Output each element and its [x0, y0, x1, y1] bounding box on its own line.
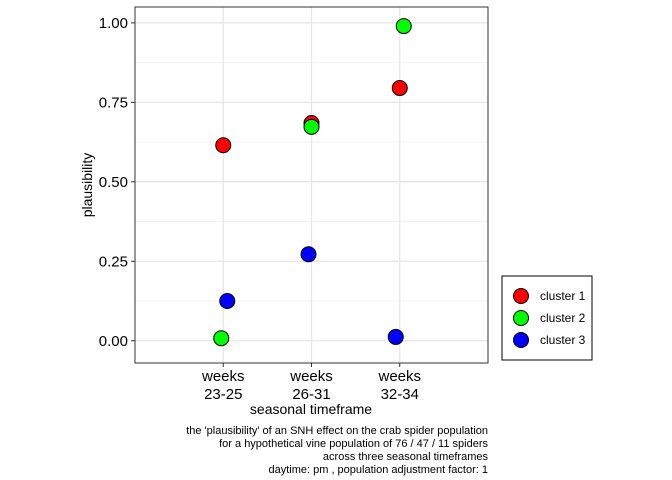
data-point — [219, 293, 236, 310]
legend-key — [513, 310, 529, 326]
legend-key — [513, 332, 529, 348]
caption-line: across three seasonal timeframes — [323, 451, 489, 463]
data-point — [300, 246, 317, 263]
legend-key — [513, 288, 529, 304]
caption-line: the 'plausibility' of an SNH effect on t… — [186, 425, 488, 437]
legend-label: cluster 1 — [540, 289, 586, 303]
x-tick-label: 32-34 — [381, 386, 419, 403]
data-point — [213, 330, 230, 347]
x-tick-label: weeks — [377, 368, 421, 385]
legend-label: cluster 2 — [540, 311, 586, 325]
y-axis: 0.00 0.25 0.50 0.75 1.00 — [99, 15, 135, 350]
x-tick-label: weeks — [289, 368, 333, 385]
data-point — [303, 118, 320, 135]
y-tick-label: 0.00 — [99, 333, 128, 350]
y-tick-label: 0.75 — [99, 94, 128, 111]
x-tick-label: 26-31 — [292, 386, 330, 403]
y-axis-title: plausibility — [79, 153, 95, 218]
x-axis-title: seasonal timeframe — [250, 401, 372, 417]
data-point — [215, 137, 232, 154]
legend-label: cluster 3 — [540, 333, 586, 347]
legend: cluster 1 cluster 2 cluster 3 — [501, 275, 593, 361]
caption-line: daytime: pm , population adjustment fact… — [268, 464, 488, 476]
y-tick-label: 1.00 — [99, 15, 128, 32]
data-point — [387, 328, 404, 345]
x-tick-label: weeks — [201, 368, 245, 385]
y-tick-label: 0.50 — [99, 174, 128, 191]
x-tick-label: 23-25 — [204, 386, 242, 403]
grid-major — [135, 7, 488, 363]
y-tick-label: 0.25 — [99, 253, 128, 270]
caption-line: for a hypothetical vine population of 76… — [219, 438, 488, 450]
data-point — [395, 18, 412, 35]
data-points — [213, 18, 412, 347]
caption: the 'plausibility' of an SNH effect on t… — [186, 425, 488, 476]
data-point — [391, 80, 408, 97]
